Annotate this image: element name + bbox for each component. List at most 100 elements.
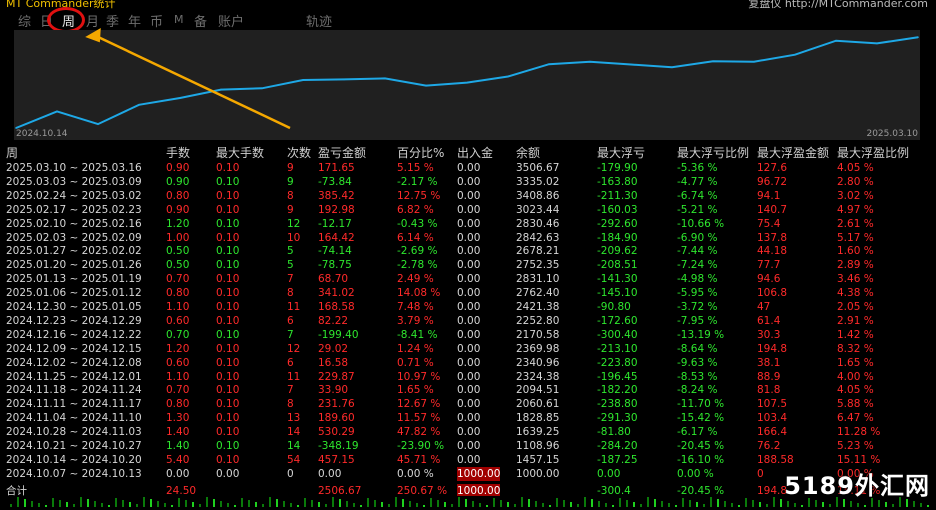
cell-col-4: 82.22 bbox=[318, 314, 349, 327]
tab-5[interactable]: 年 bbox=[128, 15, 142, 30]
cell-col-2: 0.10 bbox=[216, 412, 240, 425]
cell-col-5: -8.41 % bbox=[397, 328, 438, 341]
tab-7[interactable]: M bbox=[174, 13, 184, 26]
tab-3[interactable]: 月 bbox=[86, 15, 100, 30]
equity-point bbox=[589, 60, 591, 63]
table-row[interactable]: 2024.12.09 ~ 2024.12.15 1.20 0.10 12 29.02 1.… bbox=[0, 342, 936, 356]
cell-col-7: 2831.10 bbox=[516, 273, 560, 286]
header-11[interactable]: 最大浮盈比例 bbox=[837, 146, 910, 160]
table-row[interactable]: 2025.02.24 ~ 2025.03.02 0.80 0.10 8 385.42 12… bbox=[0, 189, 936, 203]
table-row[interactable]: 2024.11.25 ~ 2024.12.01 1.10 0.10 11 229.87 1… bbox=[0, 370, 936, 384]
cell-col-8: -179.90 bbox=[597, 162, 638, 174]
header-1[interactable]: 手数 bbox=[166, 146, 191, 160]
table-row[interactable]: 2025.02.03 ~ 2025.02.09 1.00 0.10 10 164.42 6… bbox=[0, 231, 936, 245]
cell-col-3: 8 bbox=[287, 189, 294, 202]
cell-col-6: 0.00 bbox=[457, 189, 481, 202]
header-9[interactable]: 最大浮亏比例 bbox=[677, 146, 750, 160]
header-10[interactable]: 最大浮盈金额 bbox=[757, 146, 830, 160]
table-row[interactable]: 2025.01.06 ~ 2025.01.12 0.80 0.10 8 341.02 14… bbox=[0, 286, 936, 300]
cell-col-0: 2024.10.21 ~ 2024.10.27 bbox=[6, 440, 142, 452]
cell-col-3: 8 bbox=[287, 287, 294, 300]
cell-col-2: 0.10 bbox=[216, 287, 240, 300]
chart-end-date: 2025.03.10 bbox=[866, 129, 918, 139]
table-row[interactable]: 2024.12.16 ~ 2024.12.22 0.70 0.10 7 -199.40 -… bbox=[0, 328, 936, 342]
total-col-6: 1000.00 bbox=[457, 484, 501, 498]
cell-col-3: 10 bbox=[287, 231, 301, 244]
cell-col-2: 0.10 bbox=[216, 162, 240, 174]
table-row[interactable]: 2024.10.28 ~ 2024.11.03 1.40 0.10 14 530.29 4… bbox=[0, 425, 936, 439]
table-row[interactable]: 2025.01.27 ~ 2025.02.02 0.50 0.10 5 -74.14 -2… bbox=[0, 244, 936, 258]
cell-col-11: 3.46 % bbox=[837, 273, 874, 286]
equity-point bbox=[794, 53, 796, 56]
header-8[interactable]: 最大浮亏 bbox=[597, 146, 646, 160]
table-row[interactable]: 2024.11.11 ~ 2024.11.17 0.80 0.10 8 231.76 12… bbox=[0, 397, 936, 411]
cell-col-3: 13 bbox=[287, 412, 301, 425]
cell-col-2: 0.10 bbox=[216, 231, 240, 244]
cell-col-8: -291.30 bbox=[597, 412, 638, 425]
cell-col-5: 6.14 % bbox=[397, 231, 434, 244]
tab-10[interactable]: 轨迹 bbox=[306, 15, 333, 30]
cell-col-6: 0.00 bbox=[457, 426, 481, 439]
cell-col-1: 1.40 bbox=[166, 440, 190, 452]
cell-col-2: 0.10 bbox=[216, 356, 240, 369]
cell-col-1: 1.10 bbox=[166, 370, 190, 383]
cell-col-4: -348.19 bbox=[318, 440, 359, 452]
table-row[interactable]: 2025.02.10 ~ 2025.02.16 1.20 0.10 12 -12.17 -… bbox=[0, 217, 936, 231]
cell-col-7: 2060.61 bbox=[516, 398, 560, 411]
cell-col-10: 94.6 bbox=[757, 273, 781, 286]
table-row[interactable]: 2024.11.04 ~ 2024.11.10 1.30 0.10 13 189.60 1… bbox=[0, 411, 936, 425]
table-row[interactable]: 2024.10.07 ~ 2024.10.13 0.00 0.00 0 0.00 0.00… bbox=[0, 466, 936, 481]
table-row[interactable]: 2024.10.21 ~ 2024.10.27 1.40 0.10 14 -348.19… bbox=[0, 439, 936, 453]
table-row[interactable]: 2025.03.03 ~ 2025.03.09 0.90 0.10 9 -73.84 -2… bbox=[0, 175, 936, 189]
table-row[interactable]: 2025.01.20 ~ 2025.01.26 0.50 0.10 5 -78.75 -2… bbox=[0, 258, 936, 272]
tab-4[interactable]: 季 bbox=[106, 15, 120, 30]
cell-col-10: 0 bbox=[757, 467, 764, 480]
header-6[interactable]: 出入金 bbox=[457, 146, 494, 160]
total-col-5: 250.67 % bbox=[397, 485, 448, 497]
cell-col-11: 2.61 % bbox=[837, 217, 874, 230]
table-row[interactable]: 2025.02.17 ~ 2025.02.23 0.90 0.10 9 192.98 6.… bbox=[0, 203, 936, 217]
cell-col-4: 33.90 bbox=[318, 384, 349, 397]
table-row[interactable]: 2024.11.18 ~ 2024.11.24 0.70 0.10 7 33.90 1.6… bbox=[0, 383, 936, 397]
header-3[interactable]: 次数 bbox=[287, 146, 312, 160]
cell-col-6: 0.00 bbox=[457, 259, 481, 272]
cell-col-3: 7 bbox=[287, 328, 294, 341]
cell-col-0: 2024.10.28 ~ 2024.11.03 bbox=[6, 426, 142, 439]
tab-8[interactable]: 备 bbox=[194, 15, 208, 30]
header-4[interactable]: 盈亏金额 bbox=[318, 146, 367, 160]
header-0[interactable]: 周 bbox=[6, 146, 19, 160]
table-row[interactable]: 2024.12.30 ~ 2025.01.05 1.10 0.10 11 168.58 7… bbox=[0, 300, 936, 314]
tab-6[interactable]: 币 bbox=[150, 15, 164, 30]
cell-col-4: 171.65 bbox=[318, 162, 355, 174]
header-7[interactable]: 余额 bbox=[516, 146, 541, 160]
cell-col-9: -11.70 % bbox=[677, 398, 725, 411]
cell-col-7: 3023.44 bbox=[516, 203, 560, 216]
cell-col-4: 16.58 bbox=[318, 356, 349, 369]
cell-col-10: 127.6 bbox=[757, 162, 788, 174]
site-link[interactable]: 复盘仪 http://MTCommander.com bbox=[748, 0, 928, 10]
cell-col-11: 8.32 % bbox=[837, 342, 874, 355]
table-row[interactable]: 2025.03.10 ~ 2025.03.16 0.90 0.10 9 171.65 5.… bbox=[0, 161, 936, 175]
cell-col-9: -8.53 % bbox=[677, 370, 718, 383]
tab-9[interactable]: 账户 bbox=[218, 15, 245, 30]
cell-col-0: 2024.10.14 ~ 2024.10.20 bbox=[6, 453, 142, 466]
header-5[interactable]: 百分比% bbox=[397, 146, 445, 160]
table-row[interactable]: 2024.10.14 ~ 2024.10.20 5.40 0.10 54 457.15 4… bbox=[0, 453, 936, 467]
table-row[interactable]: 2024.12.02 ~ 2024.12.08 0.60 0.10 6 16.58 0.7… bbox=[0, 356, 936, 370]
cell-col-2: 0.10 bbox=[216, 273, 240, 286]
total-col-9: -20.45 % bbox=[677, 485, 725, 497]
table-row[interactable]: 2024.12.23 ~ 2024.12.29 0.60 0.10 6 82.22 3.7… bbox=[0, 314, 936, 328]
cell-col-10: 96.72 bbox=[757, 175, 788, 188]
tab-0[interactable]: 综 bbox=[18, 15, 32, 30]
table-row[interactable]: 2025.01.13 ~ 2025.01.19 0.70 0.10 7 68.70 2.4… bbox=[0, 272, 936, 286]
equity-point bbox=[138, 104, 140, 106]
cell-col-9: -16.10 % bbox=[677, 453, 725, 466]
cell-col-7: 3408.86 bbox=[516, 189, 560, 202]
header-2[interactable]: 最大手数 bbox=[216, 146, 265, 160]
cell-col-5: -2.78 % bbox=[397, 259, 438, 272]
cell-col-3: 7 bbox=[287, 273, 294, 286]
bottom-strip bbox=[0, 496, 936, 507]
equity-point bbox=[220, 88, 222, 91]
equity-point bbox=[630, 63, 632, 66]
cell-col-7: 2762.40 bbox=[516, 287, 560, 300]
